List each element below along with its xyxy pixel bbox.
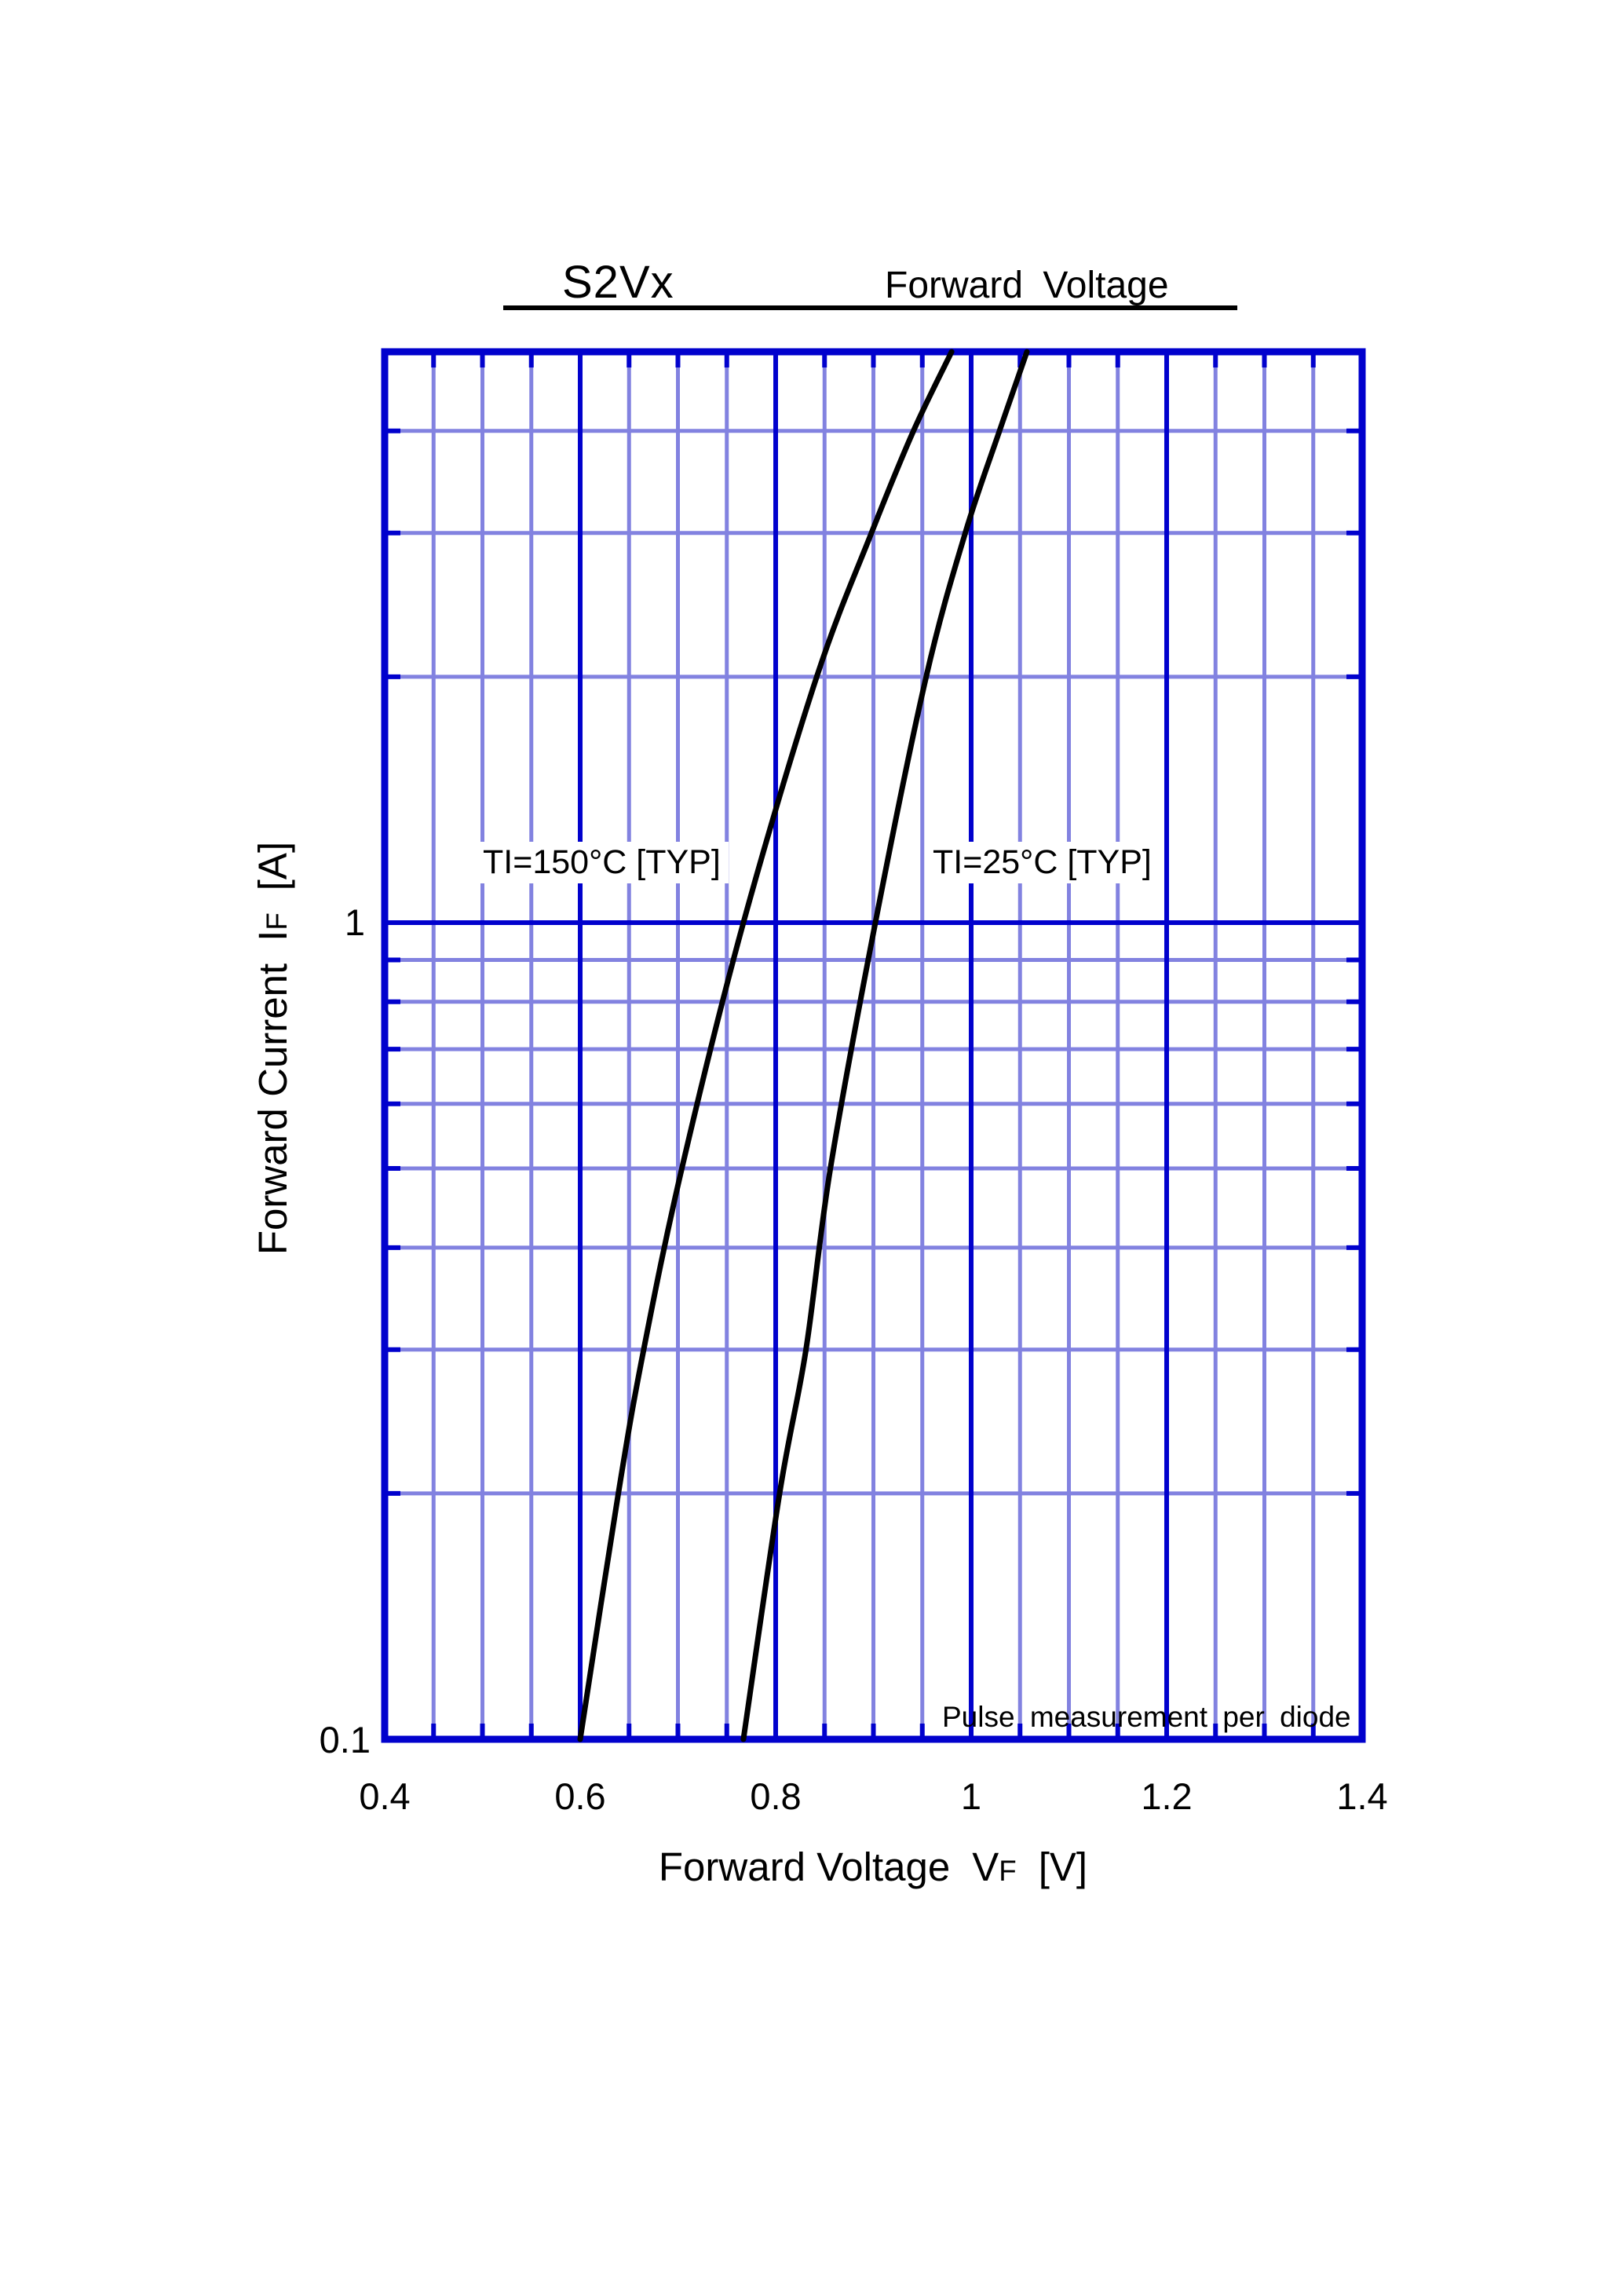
part-number: S2Vx [562, 257, 674, 308]
plot-area [381, 348, 1366, 1743]
x-tick-label-1: 1 [960, 1775, 982, 1817]
x-tick-label-0.4: 0.4 [359, 1775, 411, 1817]
curve-150c [577, 349, 955, 1742]
x-axis-symbol: VF [972, 1844, 1017, 1889]
x-tick-label-0.8: 0.8 [750, 1775, 802, 1817]
y-axis-title-text: Forward Current [250, 963, 295, 1256]
x-axis-unit: [V] [1038, 1844, 1088, 1889]
curve-label-150c: TI=150°C [TYP] [475, 842, 729, 883]
x-tick-label-0.6: 0.6 [554, 1775, 606, 1817]
y-axis-title: Forward Current IF [A] [250, 695, 300, 1402]
y-tick-label-0.1: 0.1 [319, 1719, 371, 1760]
curve-25c [740, 349, 1030, 1742]
title-underline [503, 305, 1237, 310]
x-tick-label-1.4: 1.4 [1336, 1775, 1388, 1817]
pulse-measurement-note: Pulse measurement per diode [942, 1701, 1351, 1733]
curve-label-25c: TI=25°C [TYP] [925, 842, 1160, 883]
x-axis-symbol-sub: F [999, 1855, 1017, 1887]
x-axis-title-text: Forward Voltage [658, 1844, 951, 1889]
chart-title: Forward Voltage [885, 265, 1169, 306]
y-tick-label-1: 1 [344, 901, 365, 943]
y-axis-symbol-sub: F [261, 912, 293, 930]
minor-gridlines [385, 352, 1362, 1739]
plot-border [381, 348, 1366, 1743]
y-axis-unit: [A] [250, 841, 295, 891]
x-tick-label-1.2: 1.2 [1141, 1775, 1193, 1817]
y-axis-symbol: IF [250, 912, 295, 941]
x-axis-title: Forward Voltage VF [V] [598, 1844, 1148, 1890]
